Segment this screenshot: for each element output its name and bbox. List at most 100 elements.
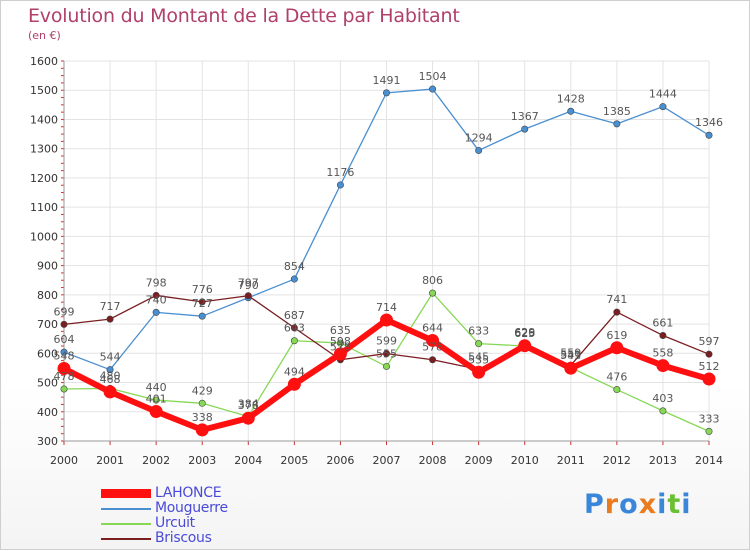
data-label-briscous: 717 [100,300,121,313]
data-point-lahonce [472,365,486,379]
data-label-urcuit: 429 [192,384,213,397]
data-point-briscous [60,320,68,328]
y-tick-label: 700 [37,318,58,331]
data-label-urcuit: 403 [652,392,673,405]
x-tick-label: 2002 [142,454,170,467]
data-point-lahonce [518,339,532,353]
data-label-urcuit: 478 [54,370,75,383]
data-label-urcuit: 555 [376,347,397,360]
x-tick-label: 2006 [326,454,354,467]
data-point-lahonce [610,341,624,355]
y-tick-label: 1000 [30,230,58,243]
data-label-lahonce: 494 [284,365,305,378]
data-point-urcuit [429,289,437,297]
x-tick-label: 2011 [557,454,585,467]
data-point-lahonce [57,362,71,376]
data-label-mouguerre: 1346 [695,116,723,129]
data-label-briscous: 559 [560,346,581,359]
data-label-briscous: 597 [699,335,720,348]
x-tick-label: 2013 [649,454,677,467]
data-label-lahonce: 626 [514,327,535,340]
data-label-briscous: 629 [514,326,535,339]
data-point-lahonce [380,313,393,327]
data-point-briscous [290,324,298,332]
y-tick-label: 500 [37,377,58,390]
data-point-briscous [659,331,667,339]
data-point-briscous [705,350,713,358]
data-label-mouguerre: 854 [284,260,305,273]
y-tick-label: 1300 [30,143,58,156]
data-label-urcuit: 625 [514,327,535,340]
proxiti-logo: Proxiti [584,489,692,520]
data-point-urcuit [60,385,68,393]
data-label-briscous: 776 [192,283,213,296]
data-label-mouguerre: 1428 [557,92,585,105]
x-tick-label: 2008 [419,454,447,467]
logo-letter: i [657,489,668,520]
data-point-urcuit [290,337,298,345]
data-point-urcuit [613,386,621,394]
data-label-mouguerre: 1385 [603,105,631,118]
data-point-briscous [106,315,114,323]
chart-title: Evolution du Montant de la Dette par Hab… [28,5,460,27]
legend-swatch [101,538,151,540]
logo-letter: P [584,489,605,520]
data-point-mouguerre [521,125,529,133]
x-tick-label: 2000 [50,454,78,467]
data-point-urcuit [198,399,206,407]
chart-subtitle: (en €) [28,29,61,42]
data-label-urcuit: 635 [330,324,351,337]
data-label-lahonce: 548 [54,350,75,363]
data-point-lahonce [656,359,670,373]
data-label-urcuit: 384 [238,397,259,410]
data-point-mouguerre [152,308,160,316]
y-tick-label: 900 [37,260,58,273]
data-label-briscous: 687 [284,309,305,322]
x-tick-label: 2004 [234,454,262,467]
data-label-urcuit: 333 [699,412,720,425]
data-point-lahonce [333,347,347,361]
data-label-lahonce: 338 [192,411,213,424]
logo-letter: o [619,489,639,520]
data-label-urcuit: 551 [560,349,581,362]
logo-letter: i [681,489,692,520]
data-point-briscous [198,298,206,306]
data-label-lahonce: 644 [422,321,443,334]
y-tick-label: 1600 [30,55,58,68]
data-label-briscous: 798 [146,276,167,289]
x-tick-label: 2012 [603,454,631,467]
x-tick-label: 2009 [465,454,493,467]
legend-label: Mouguerre [155,500,228,516]
data-label-urcuit: 476 [606,371,627,384]
data-label-urcuit: 480 [100,369,121,382]
data-label-briscous: 578 [422,341,443,354]
data-label-lahonce: 598 [330,335,351,348]
data-label-briscous: 578 [330,341,351,354]
data-point-lahonce [426,333,440,347]
data-point-urcuit [336,339,344,347]
data-label-lahonce: 549 [560,349,581,362]
data-point-briscous [382,350,390,358]
data-point-urcuit [382,362,390,370]
data-point-lahonce [564,361,578,375]
data-point-mouguerre [336,181,344,189]
data-label-urcuit: 440 [146,381,167,394]
data-label-lahonce: 619 [606,329,627,342]
data-label-urcuit: 806 [422,274,443,287]
data-label-briscous: 661 [652,316,673,329]
data-label-briscous: 545 [468,350,489,363]
x-tick-label: 2014 [695,454,723,467]
logo-letter: r [604,489,620,520]
y-tick-label: 300 [37,435,58,448]
data-label-lahonce: 558 [652,347,673,360]
data-point-urcuit [705,427,713,435]
data-point-briscous [152,291,160,299]
data-label-mouguerre: 544 [100,351,121,364]
data-label-mouguerre: 740 [146,293,167,306]
data-label-urcuit: 633 [468,325,489,338]
data-point-mouguerre [382,89,390,97]
data-label-lahonce: 378 [238,399,259,412]
legend-swatch [101,489,151,498]
